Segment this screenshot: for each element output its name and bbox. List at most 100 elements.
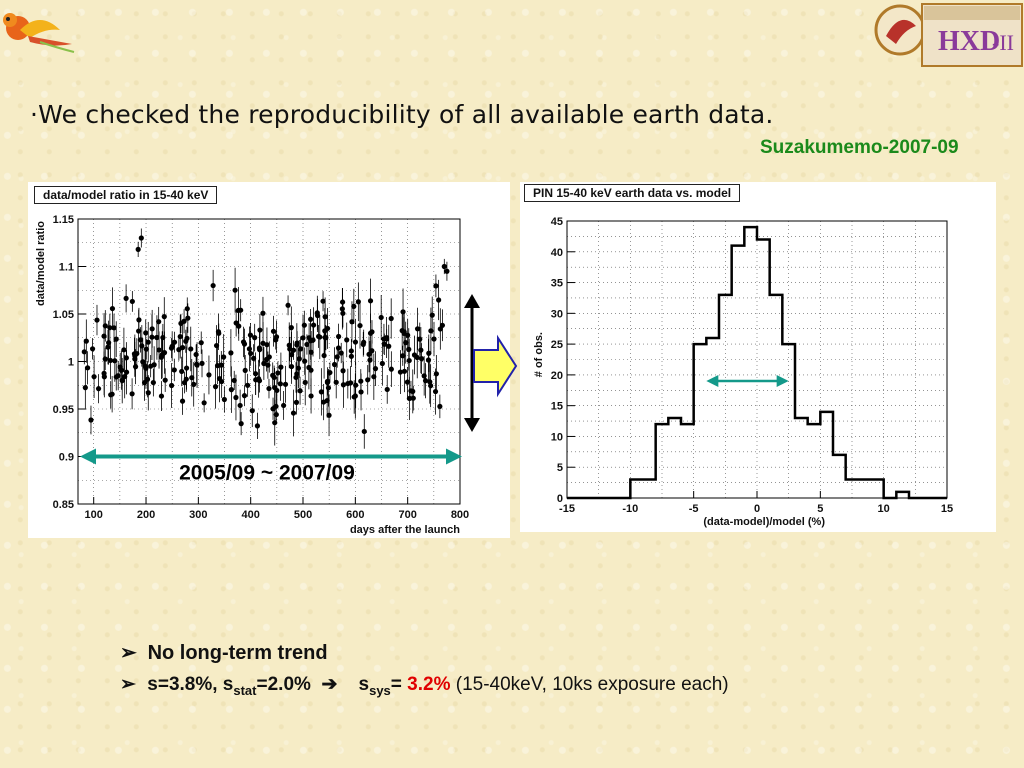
data-point <box>324 397 330 404</box>
data-point <box>314 310 320 316</box>
y-tick-label: 0.95 <box>53 404 74 416</box>
data-point <box>421 373 427 379</box>
data-point <box>418 347 424 353</box>
histogram-bar <box>858 480 871 498</box>
data-point <box>270 328 277 334</box>
width-arrow-left-head <box>706 375 719 388</box>
histogram-bar <box>833 455 846 498</box>
data-point <box>216 330 222 336</box>
data-point <box>233 394 239 401</box>
arrow-bullet-icon: ➢ <box>120 674 136 695</box>
data-point <box>257 327 263 333</box>
data-point <box>162 377 168 383</box>
data-point <box>272 420 278 426</box>
data-point <box>381 341 387 347</box>
data-point <box>150 379 156 386</box>
data-point <box>287 346 293 352</box>
histogram-bar <box>808 424 821 498</box>
data-point <box>433 371 439 377</box>
data-point <box>161 350 168 356</box>
data-point <box>251 355 257 361</box>
data-point <box>379 360 385 367</box>
histogram-bar <box>681 424 694 498</box>
x-axis-label: (data-model)/model (%) <box>703 516 825 528</box>
period-arrow-right-head <box>446 448 462 465</box>
data-point <box>156 347 162 353</box>
data-point <box>286 342 292 348</box>
data-point <box>288 325 294 331</box>
data-point <box>213 342 220 349</box>
bullet-1-text: No long-term trend <box>147 642 328 664</box>
data-point <box>188 346 194 352</box>
data-point <box>340 368 346 374</box>
x-tick-label: 400 <box>242 509 260 521</box>
histogram-bar <box>770 295 783 498</box>
data-point <box>366 351 372 357</box>
x-tick-label: -15 <box>559 503 575 515</box>
data-point <box>141 380 148 386</box>
sys-subscript: sys <box>369 682 391 698</box>
x-tick-label: 200 <box>137 509 155 521</box>
y-tick-label: 0 <box>557 493 563 505</box>
histogram-outline <box>567 225 947 500</box>
bullet-1: ➢ No long-term trend <box>120 640 729 673</box>
arrow-bullet-icon: ➢ <box>120 642 137 664</box>
data-point <box>184 306 190 312</box>
data-point <box>308 316 314 322</box>
data-point <box>105 344 111 350</box>
data-point <box>428 328 434 334</box>
data-point <box>238 421 244 427</box>
data-point <box>365 377 371 383</box>
data-point <box>145 339 151 345</box>
sigma-sys-value: 3.2% <box>407 674 451 695</box>
data-point <box>235 307 241 313</box>
headline: ·We checked the reproducibility of all a… <box>30 100 774 129</box>
data-point <box>335 345 342 351</box>
data-point <box>304 341 310 348</box>
data-point <box>439 322 446 328</box>
bullet-list: ➢ No long-term trend ➢ s=3.8%, sstat=2.0… <box>120 640 729 706</box>
data-point <box>221 396 227 403</box>
data-point <box>422 378 429 384</box>
data-point <box>431 336 437 342</box>
data-point <box>261 360 267 367</box>
histogram-chart: -15 -10 -5 0 5 10 15 0 5 10 15 20 25 30 35 40 45 (data-mo… <box>533 216 953 528</box>
x-tick-label: 10 <box>878 503 890 515</box>
chart2-title: PIN 15-40 keV earth data vs. model <box>524 184 741 202</box>
data-point <box>177 333 183 340</box>
right-block-arrow <box>473 334 518 398</box>
data-point <box>318 389 324 395</box>
y-tick-label: 1.05 <box>53 309 74 321</box>
data-point <box>417 336 423 342</box>
data-point <box>206 372 212 378</box>
data-point <box>179 398 186 404</box>
data-point <box>367 298 374 304</box>
histogram-bar <box>757 239 770 498</box>
y-tick-label: 35 <box>551 278 563 290</box>
data-point <box>272 384 278 391</box>
data-point <box>143 330 149 336</box>
data-point <box>381 336 387 342</box>
data-point <box>123 369 130 375</box>
data-point <box>136 328 142 334</box>
x-tick-label: -10 <box>622 503 638 515</box>
data-point <box>191 381 197 387</box>
data-point <box>369 348 375 354</box>
data-point <box>158 393 165 399</box>
bullet-2: ➢ s=3.8%, sstat=2.0% ➔ ssys= 3.2% (15-40… <box>120 673 729 706</box>
data-point <box>401 329 407 335</box>
data-point <box>310 322 317 328</box>
data-point <box>348 353 354 359</box>
histogram-bar <box>782 344 795 498</box>
y-tick-label: 1 <box>68 357 74 369</box>
data-point <box>400 309 406 315</box>
data-point <box>241 341 248 347</box>
hxd-logo: HXD -II <box>872 0 1024 77</box>
data-point <box>113 336 119 342</box>
histogram-bar <box>732 246 745 498</box>
data-point <box>361 428 367 435</box>
y-tick-label: 25 <box>551 339 563 351</box>
memo-reference: Suzakumemo-2007-09 <box>760 137 959 158</box>
data-point <box>81 349 87 355</box>
data-point <box>256 378 263 384</box>
